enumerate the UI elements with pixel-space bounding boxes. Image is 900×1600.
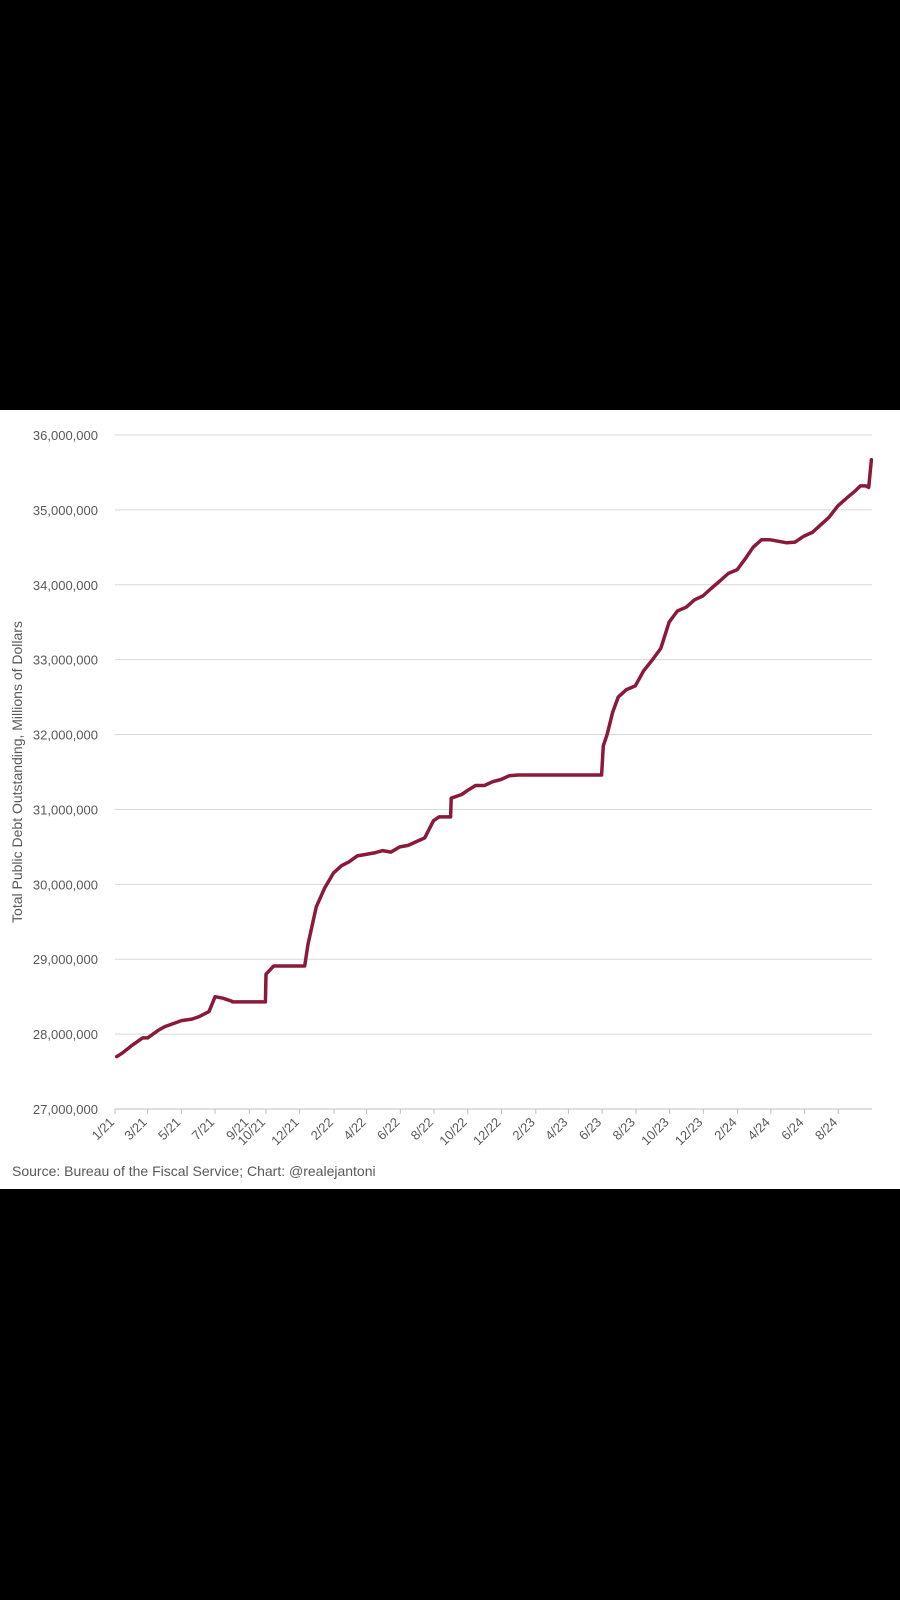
chart-card: 27,000,000 28,000,000 29,000,000 30,000,000… (0, 410, 900, 1189)
x-tick-label: 6/23 (576, 1115, 605, 1144)
x-tick-label: 6/22 (374, 1115, 403, 1144)
x-tick-label: 1/21 (89, 1115, 118, 1144)
x-tick-label: 8/24 (812, 1115, 841, 1144)
x-tick-label: 2/24 (711, 1115, 740, 1144)
source-note: Source: Bureau of the Fiscal Service; Ch… (12, 1163, 376, 1179)
x-tick-label: 5/21 (155, 1115, 184, 1144)
x-tick-label: 4/22 (340, 1115, 369, 1144)
x-tick-label: 10/22 (436, 1115, 470, 1149)
x-tick-label: 12/22 (470, 1115, 504, 1149)
x-tick-label: 8/23 (610, 1115, 639, 1144)
y-tick-label: 34,000,000 (33, 578, 98, 593)
y-tick-label: 28,000,000 (33, 1027, 98, 1042)
debt-series-line (114, 457, 874, 1059)
y-axis-title: Total Public Debt Outstanding, Millions … (9, 621, 25, 923)
x-tick-label: 12/21 (268, 1115, 302, 1149)
x-tick-label: 3/21 (121, 1115, 150, 1144)
y-tick-label: 31,000,000 (33, 802, 98, 817)
chart-svg: 27,000,000 28,000,000 29,000,000 30,000,000… (9, 428, 874, 1149)
y-tick-label: 33,000,000 (33, 653, 98, 668)
x-tick-label: 4/24 (744, 1115, 773, 1144)
y-tick-label: 36,000,000 (33, 428, 98, 443)
y-tick-label: 29,000,000 (33, 952, 98, 967)
y-tick-label: 35,000,000 (33, 503, 98, 518)
x-tick-label: 4/23 (542, 1115, 571, 1144)
y-tick-label: 30,000,000 (33, 877, 98, 892)
y-tick-label: 32,000,000 (33, 728, 98, 743)
x-tick-label: 2/22 (308, 1115, 337, 1144)
y-tick-label: 27,000,000 (33, 1102, 98, 1117)
x-tick-label: 2/23 (509, 1115, 538, 1144)
x-tick-label: 6/24 (778, 1115, 807, 1144)
x-tick-label: 8/22 (408, 1115, 437, 1144)
x-tick-label: 12/23 (672, 1115, 706, 1149)
x-tick-label: 7/21 (189, 1115, 218, 1144)
x-tick-label: 10/23 (638, 1115, 672, 1149)
